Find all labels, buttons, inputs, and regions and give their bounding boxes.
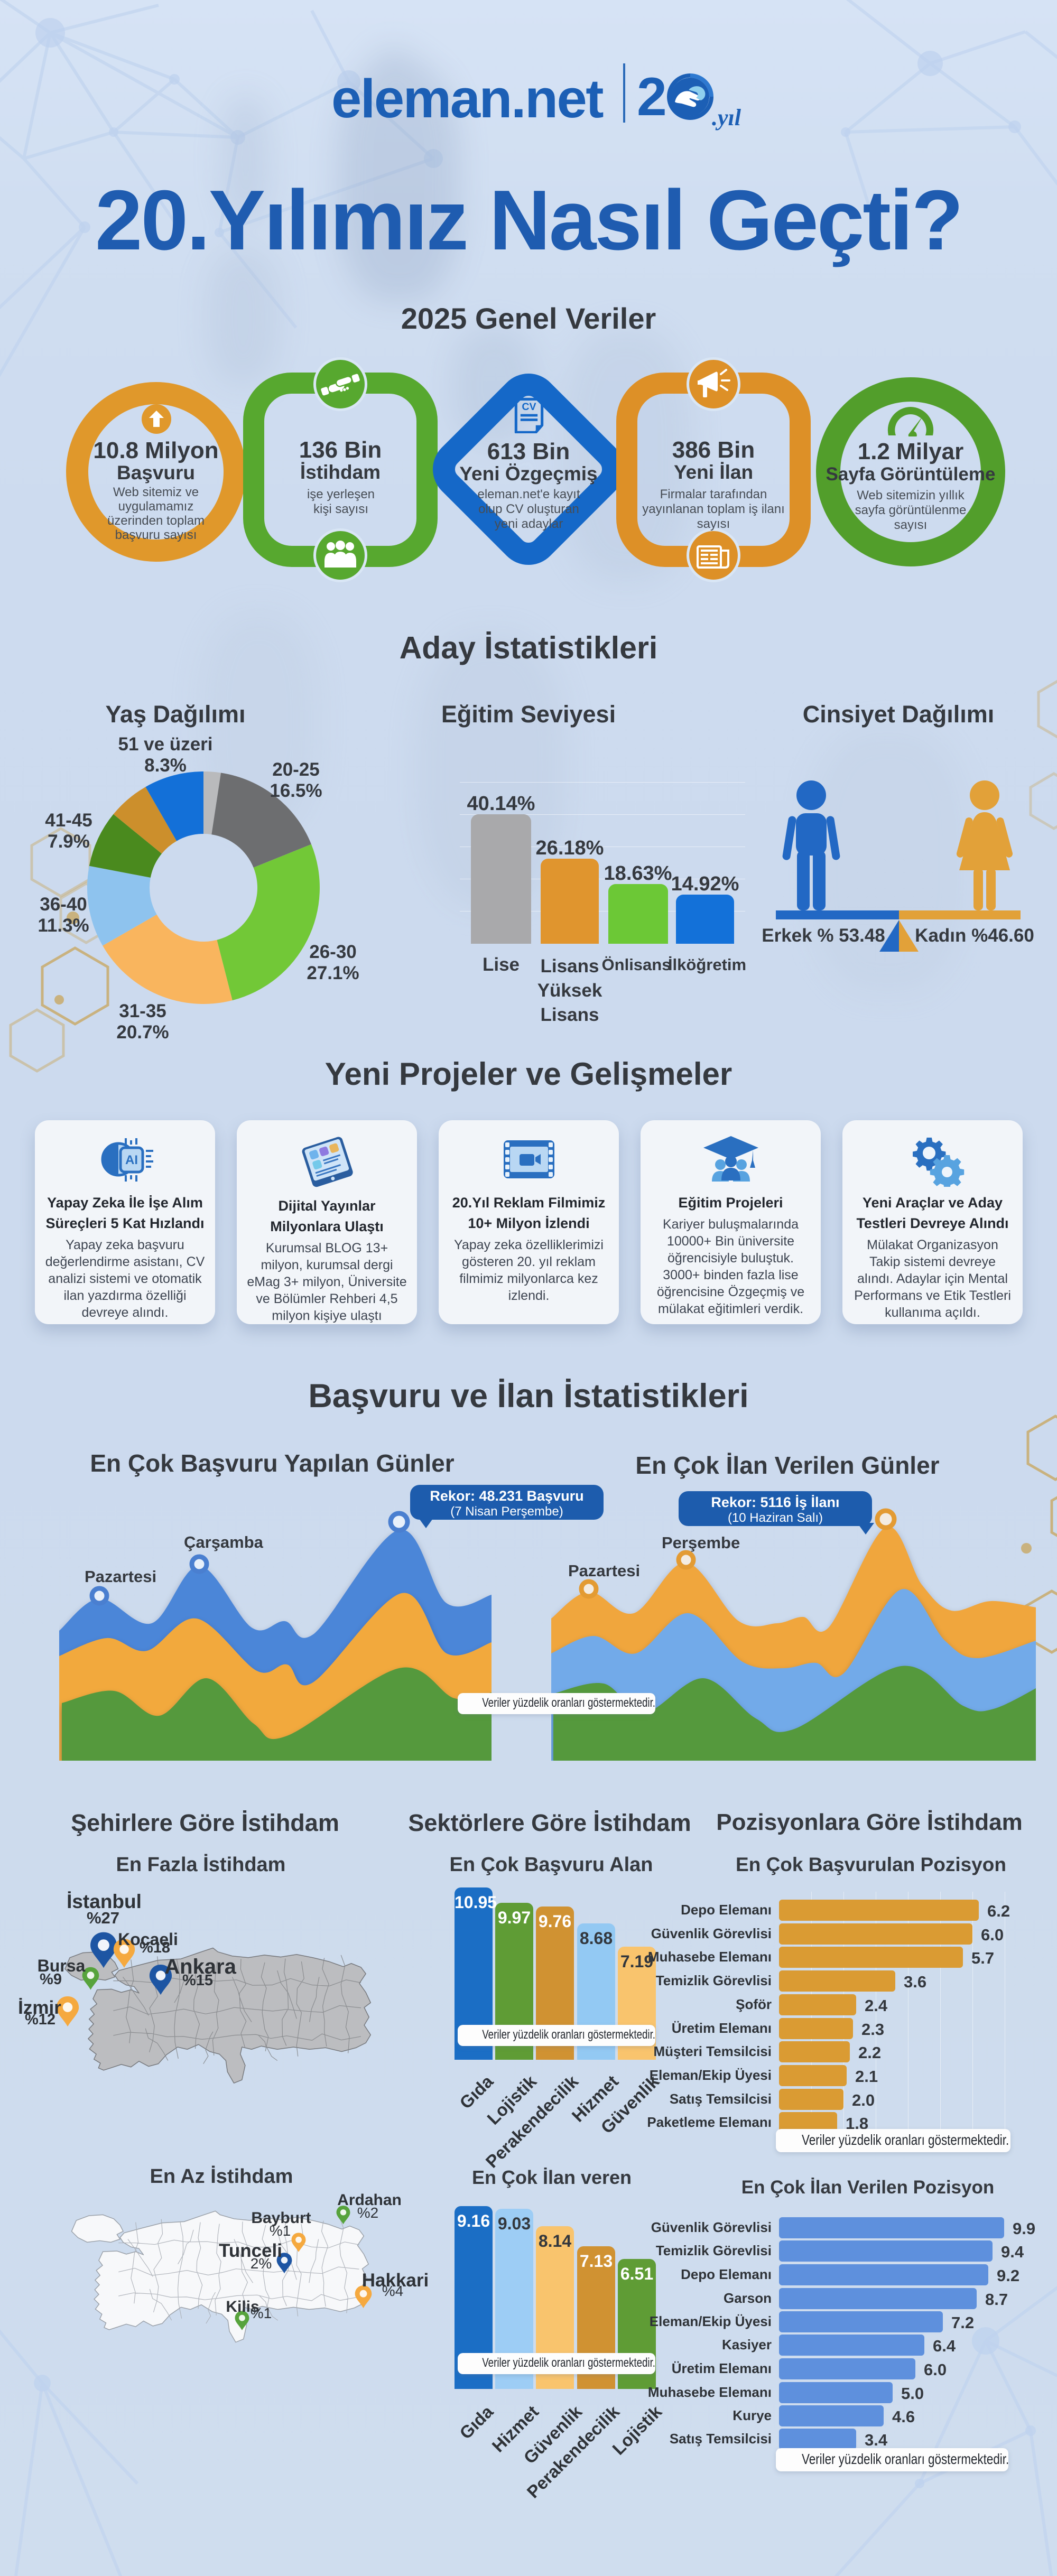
svg-text:CV: CV [522,401,536,413]
svg-text:AI: AI [125,1153,138,1167]
